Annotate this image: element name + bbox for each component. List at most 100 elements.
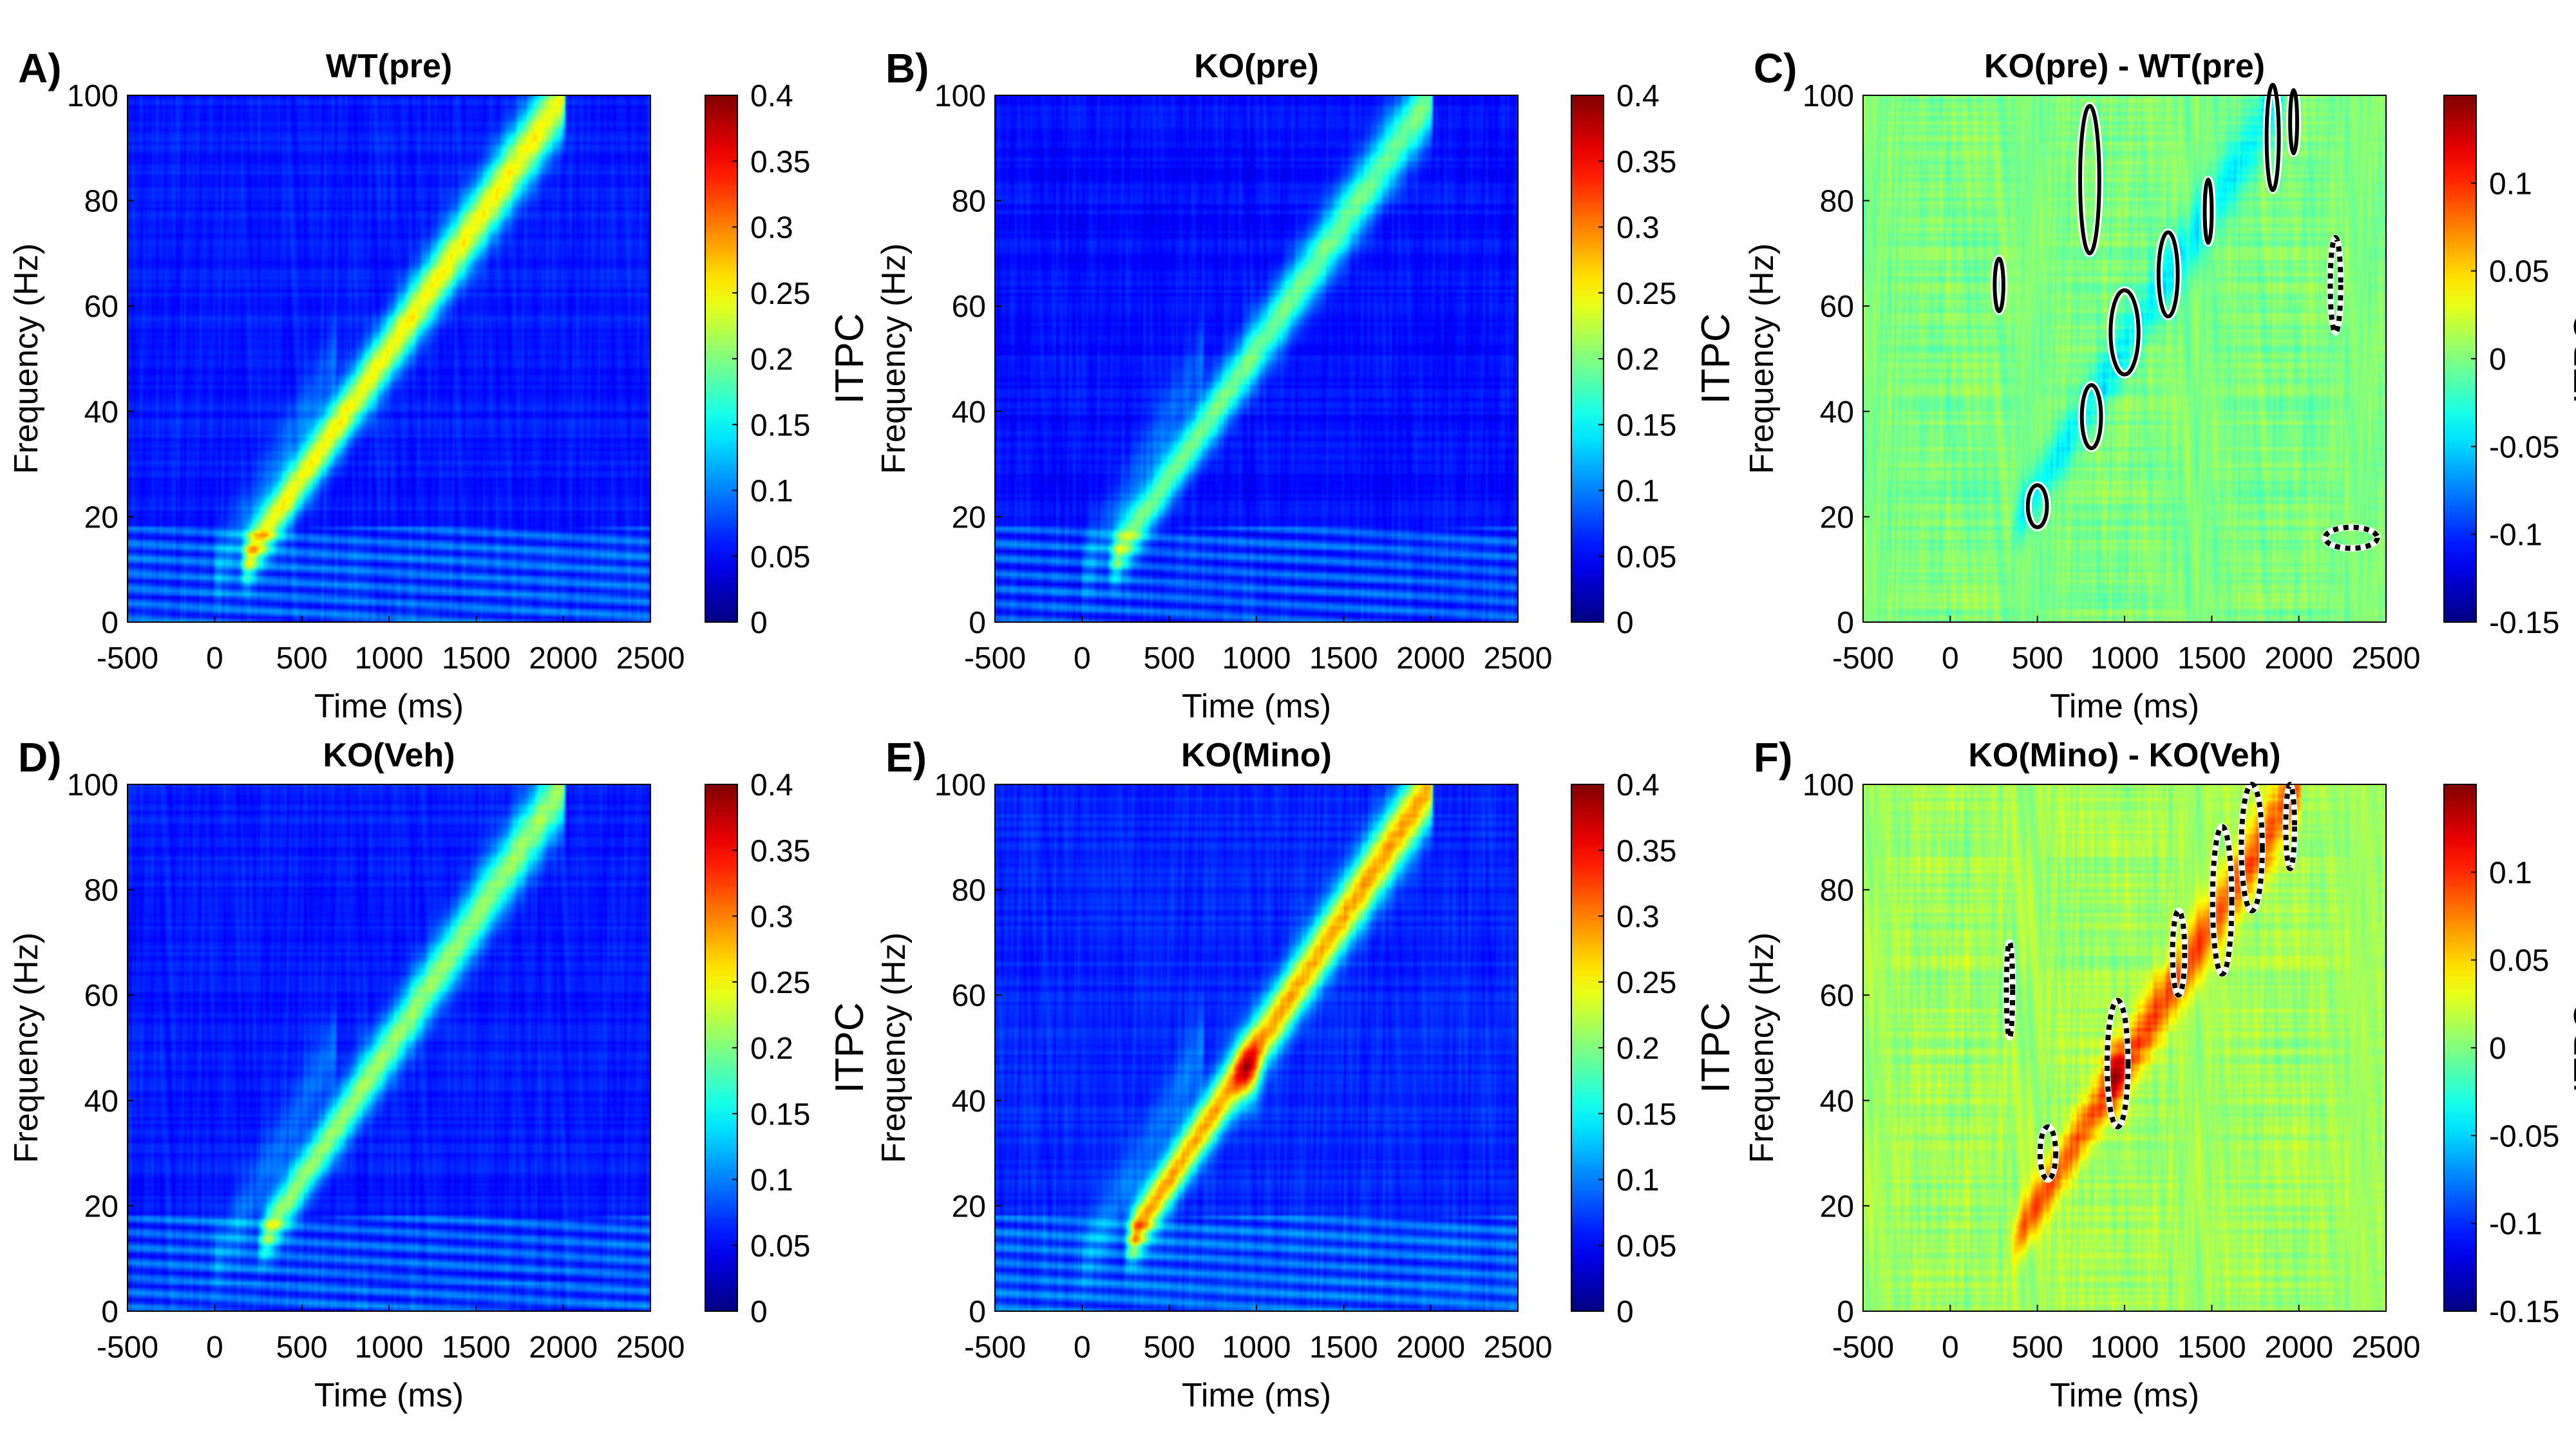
y-tick-label: 60 — [1820, 290, 1854, 324]
x-tick-label: 0 — [206, 1331, 223, 1365]
colorbar-tick-label: 0.2 — [1616, 343, 1660, 377]
colorbar-tick-label: 0 — [2489, 1032, 2506, 1066]
x-tick-label: -500 — [97, 641, 158, 676]
y-tick-label: 80 — [1820, 874, 1854, 908]
y-tick-label: 60 — [952, 979, 986, 1013]
x-tick-label: -500 — [964, 1331, 1026, 1365]
x-tick-label: 2500 — [616, 1331, 685, 1365]
y-tick-label: 0 — [1837, 606, 1854, 640]
colorbar-tick-label: 0.15 — [750, 1097, 810, 1132]
x-tick-label: 2500 — [1484, 641, 1553, 676]
colorbar-tick-label: 0.35 — [750, 145, 810, 179]
significance-contour — [1993, 256, 2005, 314]
panel-a: -500 0 500 1000 1500 2000 2500020406080100Time… — [8, 45, 872, 725]
y-axis-label: Frequency (Hz) — [1743, 243, 1781, 474]
colorbar-tick-label: 0.4 — [1616, 79, 1660, 113]
panel-letter: B) — [886, 45, 929, 91]
x-tick-label: 500 — [276, 641, 328, 676]
significance-contour — [2202, 177, 2214, 245]
x-tick-label: 2500 — [616, 641, 685, 676]
x-tick-label: 0 — [1074, 1331, 1091, 1365]
colorbar-tick-label: 0 — [1616, 606, 1634, 640]
y-tick-label: 20 — [84, 500, 118, 535]
y-tick-label: 100 — [1803, 768, 1854, 802]
x-tick-label: 0 — [1074, 641, 1091, 676]
x-tick-label: -500 — [1832, 1331, 1894, 1365]
colorbar-tick-label: 0.1 — [2489, 856, 2532, 890]
colorbar-label: ITPC — [828, 313, 872, 404]
x-tick-label: 2000 — [529, 641, 598, 676]
colorbar-tick-label: 0.4 — [750, 79, 793, 113]
colorbar-tick-label: 0.15 — [1616, 1097, 1676, 1132]
colorbar-tick-label: 0.05 — [1616, 1229, 1676, 1264]
y-tick-label: 40 — [952, 395, 986, 430]
panel-title: KO(pre) - WT(pre) — [1984, 48, 2265, 85]
y-tick-label: 40 — [1820, 395, 1854, 430]
panel-letter: C) — [1754, 45, 1797, 91]
colorbar-tick-label: 0.35 — [1616, 834, 1676, 868]
colorbar-tick-label: 0.3 — [1616, 900, 1660, 934]
colorbar-tick-label: 0.05 — [750, 1229, 810, 1264]
significance-contour-dotted — [2003, 940, 2016, 1040]
heatmap-image — [128, 95, 650, 622]
significance-contour — [2079, 383, 2103, 451]
y-tick-label: 100 — [934, 768, 986, 802]
x-tick-label: 2500 — [1484, 1331, 1553, 1365]
x-tick-label: 0 — [206, 641, 223, 676]
panel-e: -500 0 500 1000 1500 2000 2500020406080100Time… — [875, 734, 1738, 1414]
colorbar-tick-label: 0.05 — [2489, 255, 2549, 289]
colorbar-label: ITPC — [1694, 313, 1738, 404]
y-tick-label: 20 — [1820, 500, 1854, 535]
y-tick-label: 100 — [934, 79, 986, 113]
colorbar-tick-label: 0.2 — [1616, 1032, 1660, 1066]
significance-contour — [2025, 483, 2049, 529]
colorbar-label: ITPC — [1694, 1002, 1738, 1093]
colorbar — [705, 784, 738, 1312]
x-tick-label: -500 — [1832, 641, 1894, 676]
colorbar-tick-label: 0 — [1616, 1295, 1634, 1329]
x-tick-label: 500 — [2012, 1331, 2063, 1365]
y-tick-label: 0 — [969, 1295, 986, 1329]
colorbar-tick-label: 0 — [750, 606, 768, 640]
colorbar-tick-label: -0.1 — [2489, 518, 2543, 553]
x-tick-label: 1000 — [2090, 641, 2159, 676]
y-axis-label: Frequency (Hz) — [875, 243, 913, 474]
colorbar-tick-label: 0.1 — [1616, 475, 1660, 509]
colorbar-tick-label: 0.3 — [750, 211, 793, 245]
y-tick-label: 20 — [84, 1189, 118, 1224]
x-tick-label: 2500 — [2352, 641, 2421, 676]
x-tick-label: 1000 — [355, 641, 424, 676]
colorbar-tick-label: 0.05 — [750, 540, 810, 574]
colorbar-tick-label: 0.4 — [1616, 768, 1660, 802]
x-tick-label: -500 — [97, 1331, 158, 1365]
colorbar-tick-label: -0.15 — [2489, 1295, 2559, 1329]
colorbar-tick-label: 0 — [2489, 343, 2506, 377]
y-tick-label: 60 — [1820, 979, 1854, 1013]
heatmap-image — [995, 784, 1518, 1311]
colorbar-tick-label: 0.05 — [2489, 944, 2549, 978]
y-tick-label: 0 — [1837, 1295, 1854, 1329]
colorbar-tick-label: 0.1 — [1616, 1164, 1660, 1198]
y-axis-label: Frequency (Hz) — [875, 933, 913, 1163]
x-tick-label: 500 — [1144, 641, 1195, 676]
y-tick-label: 100 — [67, 79, 118, 113]
y-tick-label: 80 — [1820, 185, 1854, 219]
x-axis-label: Time (ms) — [314, 688, 464, 725]
colorbar-tick-label: 0.1 — [750, 475, 793, 509]
y-tick-label: 60 — [952, 290, 986, 324]
y-tick-label: 80 — [952, 874, 986, 908]
x-tick-label: 2000 — [2264, 641, 2333, 676]
colorbar-tick-label: 0.4 — [750, 768, 793, 802]
y-tick-label: 20 — [952, 500, 986, 535]
x-tick-label: 1500 — [442, 1331, 511, 1365]
y-tick-label: 0 — [101, 606, 118, 640]
panel-title: KO(pre) — [1194, 48, 1319, 85]
x-axis-label: Time (ms) — [314, 1377, 464, 1414]
colorbar-tick-label: 0.25 — [1616, 277, 1676, 311]
colorbar — [2443, 95, 2477, 623]
panel-c: -500 0 500 1000 1500 2000 2500020406080100Time… — [1743, 45, 2576, 725]
x-tick-label: 1000 — [1222, 641, 1291, 676]
y-tick-label: 80 — [84, 874, 118, 908]
colorbar-tick-label: 0.3 — [1616, 211, 1660, 245]
